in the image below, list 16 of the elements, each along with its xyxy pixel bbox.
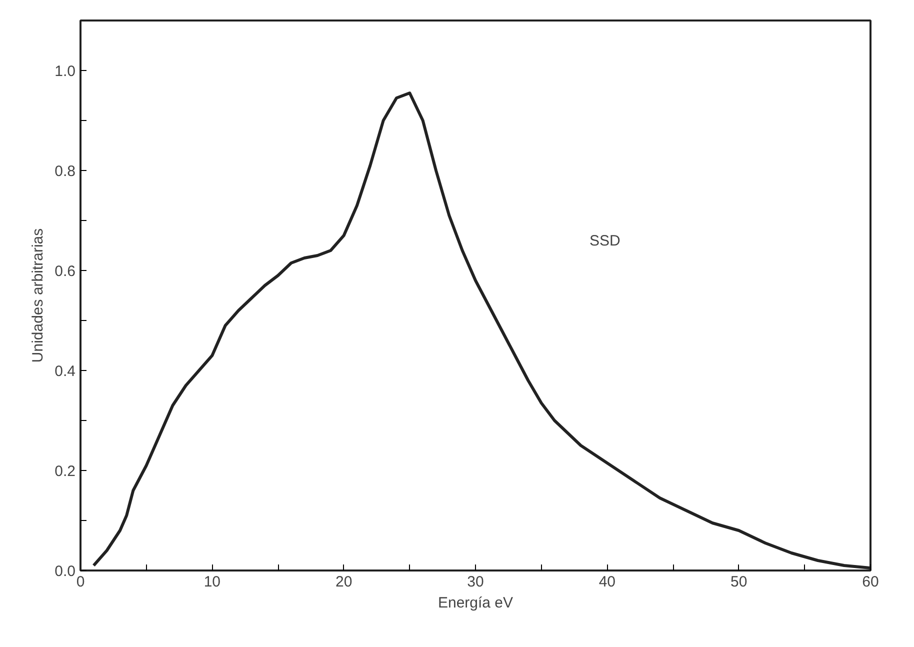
x-tick-label: 10 — [204, 574, 221, 590]
x-tick-label: 0 — [76, 574, 85, 590]
x-tick-label: 40 — [598, 574, 616, 590]
x-tick-label: 60 — [862, 574, 879, 590]
y-tick-label: 0.4 — [54, 363, 76, 380]
y-tick-label: 1.0 — [54, 63, 76, 80]
y-tick-label: 0.6 — [54, 263, 76, 280]
x-tick-label: 30 — [467, 574, 484, 590]
annotation: SSD — [590, 232, 621, 250]
y-tick-label: 0.8 — [54, 163, 76, 180]
x-tick-label: 20 — [335, 574, 352, 590]
y-tick-label: 0.2 — [54, 463, 76, 480]
x-axis-title: Energía eV — [438, 594, 514, 612]
y-axis-title: Unidades arbitrarias — [30, 228, 47, 363]
y-tick-label: 0.0 — [54, 563, 76, 580]
x-tick-label: 50 — [730, 574, 748, 590]
